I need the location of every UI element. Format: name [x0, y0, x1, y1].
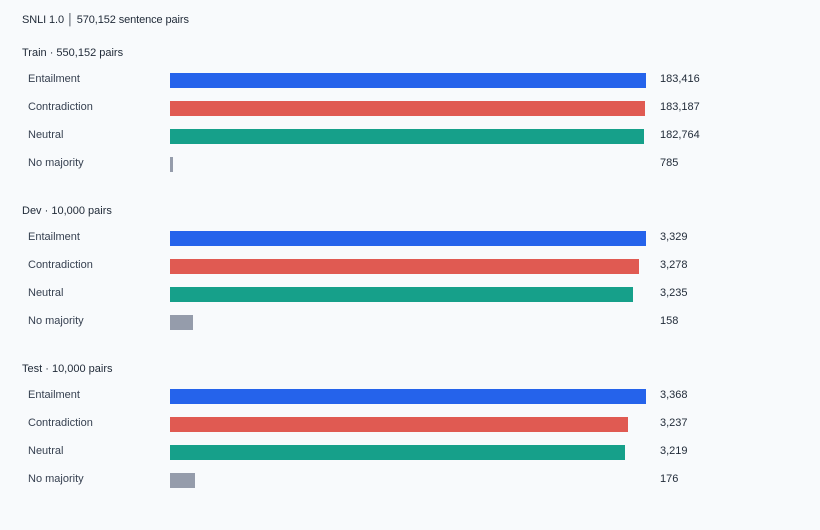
test-panel-title: Test · 10,000 pairs: [22, 363, 113, 375]
dev-neutral-bar: [170, 286, 633, 302]
dev-no-majority-value: 158: [660, 315, 679, 327]
dev-contradiction-bar: [170, 258, 639, 274]
test-contradiction-label: Contradiction: [28, 417, 93, 429]
dev-panel-title: Dev · 10,000 pairs: [22, 205, 112, 217]
train-neutral-label: Neutral: [28, 129, 64, 141]
test-entailment-label: Entailment: [28, 389, 80, 401]
dev-neutral-value: 3,235: [660, 287, 688, 299]
dev-contradiction-value: 3,278: [660, 259, 688, 271]
dev-entailment-value: 3,329: [660, 231, 688, 243]
dev-no-majority-bar: [170, 314, 193, 330]
test-neutral-value: 3,219: [660, 445, 688, 457]
train-no-majority-label: No majority: [28, 157, 84, 169]
dev-entailment-label: Entailment: [28, 231, 80, 243]
train-contradiction-label: Contradiction: [28, 101, 93, 113]
test-no-majority-label: No majority: [28, 473, 84, 485]
dev-no-majority-label: No majority: [28, 315, 84, 327]
train-neutral-value: 182,764: [660, 129, 700, 141]
test-entailment-value: 3,368: [660, 389, 688, 401]
train-contradiction-bar: [170, 100, 646, 116]
dev-neutral-label: Neutral: [28, 287, 64, 299]
test-no-majority-bar: [170, 472, 195, 488]
train-contradiction-value: 183,187: [660, 101, 700, 113]
train-entailment-bar: [170, 72, 646, 88]
dev-contradiction-label: Contradiction: [28, 259, 93, 271]
chart-title: SNLI 1.0 │ 570,152 sentence pairs: [22, 14, 189, 26]
test-no-majority-value: 176: [660, 473, 679, 485]
train-panel-title: Train · 550,152 pairs: [22, 47, 124, 59]
test-neutral-label: Neutral: [28, 445, 64, 457]
test-entailment-bar: [170, 388, 646, 404]
dev-entailment-bar: [170, 230, 646, 246]
train-neutral-bar: [170, 128, 645, 144]
train-entailment-label: Entailment: [28, 73, 80, 85]
train-no-majority-value: 785: [660, 157, 679, 169]
test-contradiction-value: 3,237: [660, 417, 688, 429]
test-neutral-bar: [170, 444, 625, 460]
train-entailment-value: 183,416: [660, 73, 700, 85]
test-contradiction-bar: [170, 416, 628, 432]
train-no-majority-bar: [170, 156, 173, 172]
